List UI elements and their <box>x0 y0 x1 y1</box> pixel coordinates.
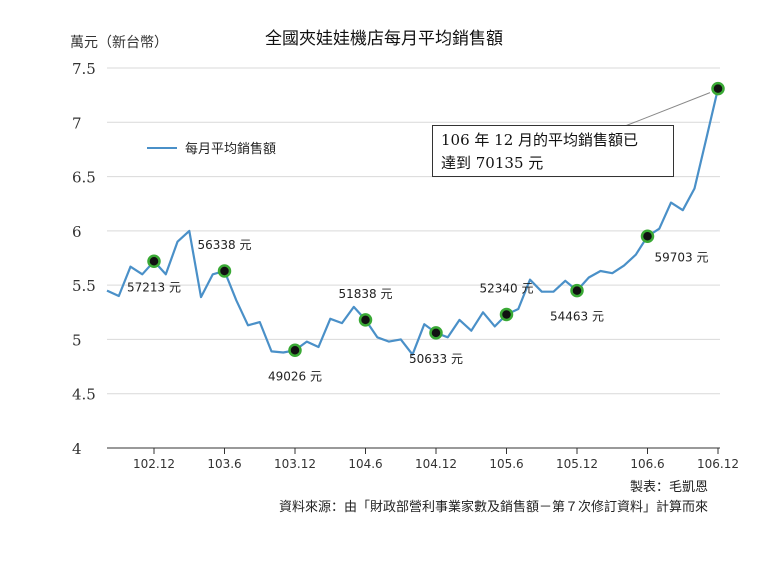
y-tick-label: 5 <box>72 331 82 349</box>
data-label: 49026 元 <box>268 369 322 383</box>
x-tick-label: 105.12 <box>556 457 598 471</box>
y-tick-label: 7.5 <box>72 60 96 78</box>
y-tick-label: 4.5 <box>72 386 96 404</box>
x-tick-label: 105.6 <box>489 457 523 471</box>
y-axis-unit: 萬元（新台幣） <box>70 35 168 51</box>
highlight-marker <box>429 326 443 340</box>
x-tick-label: 102.12 <box>133 457 175 471</box>
highlight-marker <box>147 254 161 269</box>
x-tick-label: 106.6 <box>630 457 664 471</box>
highlight-marker <box>570 283 584 298</box>
annotation-pointer <box>619 92 711 129</box>
data-label: 52340 元 <box>480 281 534 295</box>
data-label: 59703 元 <box>655 250 709 264</box>
y-tick-label: 6 <box>72 223 82 241</box>
annotation-line-2: 達到 70135 元 <box>441 154 544 172</box>
data-label: 56338 元 <box>198 238 252 252</box>
x-tick-label: 103.12 <box>274 457 316 471</box>
source-text: 資料來源：由「財政部營利事業家數及銷售額－第７次修訂資料」計算而來 <box>278 500 708 515</box>
y-tick-label: 5.5 <box>72 277 96 295</box>
highlight-marker <box>499 307 514 322</box>
data-label: 57213 元 <box>127 280 181 294</box>
data-label: 51838 元 <box>339 287 393 301</box>
legend-swatch <box>147 146 177 149</box>
data-label: 54463 元 <box>550 310 604 324</box>
credit-text: 製表：毛凱恩 <box>629 480 708 495</box>
highlight-marker <box>217 264 232 278</box>
highlight-marker <box>288 343 302 358</box>
annotation-line-1: 106 年 12 月的平均銷售額已 <box>441 131 639 149</box>
legend-label: 每月平均銷售額 <box>185 142 277 157</box>
x-tick-label: 104.6 <box>348 457 382 471</box>
annotation-box: 106 年 12 月的平均銷售額已 達到 70135 元 <box>432 125 674 177</box>
x-tick-label: 104.12 <box>415 457 457 471</box>
chart-title: 全國夾娃娃機店每月平均銷售額 <box>265 29 503 49</box>
y-tick-label: 4 <box>72 440 82 458</box>
series-line <box>106 88 720 356</box>
x-tick-label: 103.6 <box>207 457 241 471</box>
highlight-marker <box>358 313 373 327</box>
legend: 每月平均銷售額 <box>147 138 276 157</box>
y-tick-label: 6.5 <box>72 169 96 187</box>
highlight-marker <box>640 229 655 244</box>
x-tick-label: 106.12 <box>697 457 739 471</box>
highlight-marker <box>711 81 725 96</box>
y-tick-label: 7 <box>72 114 82 132</box>
data-label: 50633 元 <box>409 352 463 366</box>
